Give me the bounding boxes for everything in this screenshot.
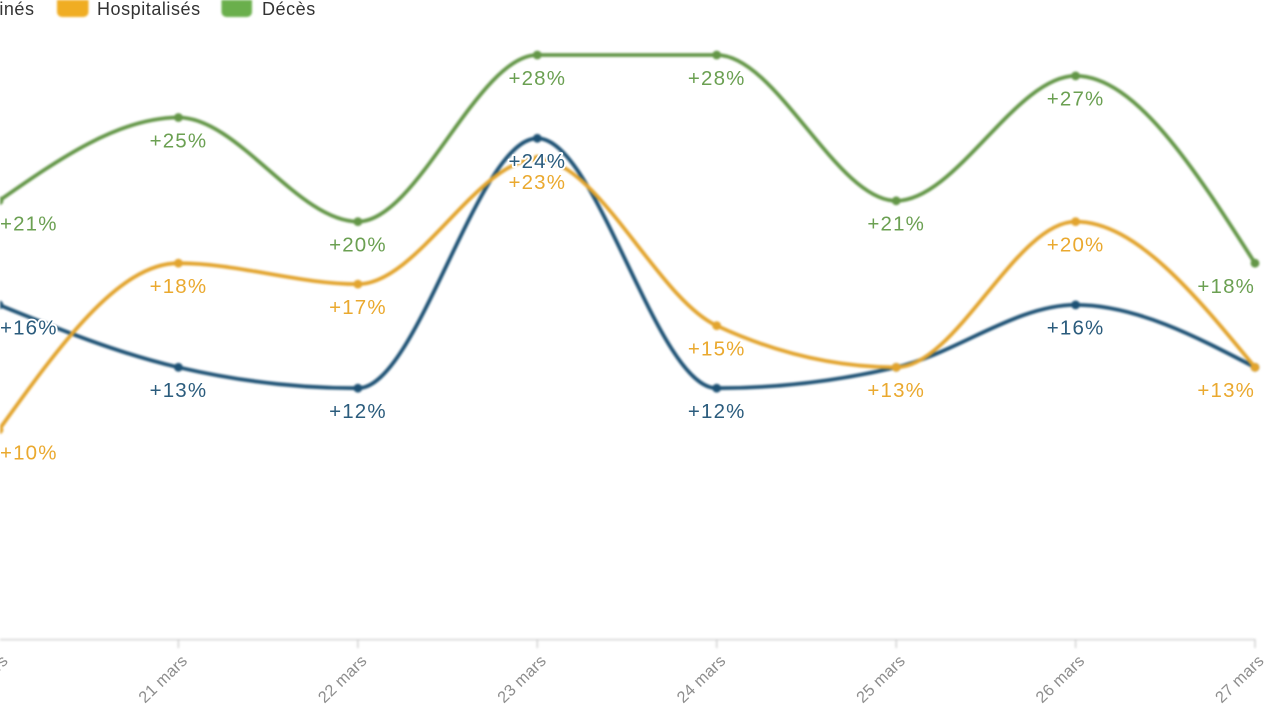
- svg-text:24 mars: 24 mars: [674, 652, 730, 707]
- svg-text:+24%: +24%: [508, 150, 566, 173]
- svg-text:+18%: +18%: [150, 275, 208, 298]
- svg-text:+27%: +27%: [1047, 88, 1105, 111]
- svg-text:+21%: +21%: [867, 213, 925, 236]
- svg-text:+18%: +18%: [1197, 275, 1255, 298]
- svg-text:20 mars: 20 mars: [0, 652, 12, 707]
- svg-text:+28%: +28%: [508, 67, 566, 90]
- svg-text:21 mars: 21 mars: [135, 652, 191, 707]
- svg-text:22 mars: 22 mars: [315, 652, 371, 707]
- svg-text:+20%: +20%: [1047, 233, 1105, 256]
- svg-text:+28%: +28%: [688, 67, 746, 90]
- svg-text:27 mars: 27 mars: [1212, 652, 1268, 707]
- svg-text:23 mars: 23 mars: [494, 652, 550, 707]
- svg-text:+12%: +12%: [688, 400, 746, 423]
- svg-text:+13%: +13%: [867, 379, 925, 402]
- svg-text:26 mars: 26 mars: [1032, 652, 1088, 707]
- svg-text:Contaminés: Contaminés: [0, 0, 35, 19]
- svg-text:+15%: +15%: [688, 338, 746, 361]
- svg-text:+10%: +10%: [0, 442, 58, 465]
- svg-text:+16%: +16%: [1047, 317, 1105, 340]
- svg-text:+12%: +12%: [329, 400, 387, 423]
- svg-text:Décès: Décès: [262, 0, 316, 19]
- svg-text:+21%: +21%: [0, 213, 58, 236]
- svg-text:+13%: +13%: [1197, 379, 1255, 402]
- svg-text:Hospitalisés: Hospitalisés: [97, 0, 201, 19]
- svg-text:+13%: +13%: [150, 379, 208, 402]
- svg-text:+20%: +20%: [329, 233, 387, 256]
- svg-text:+25%: +25%: [150, 129, 208, 152]
- svg-text:+16%: +16%: [0, 317, 58, 340]
- svg-text:+17%: +17%: [329, 296, 387, 319]
- svg-text:+23%: +23%: [508, 171, 566, 194]
- svg-text:25 mars: 25 mars: [853, 652, 909, 707]
